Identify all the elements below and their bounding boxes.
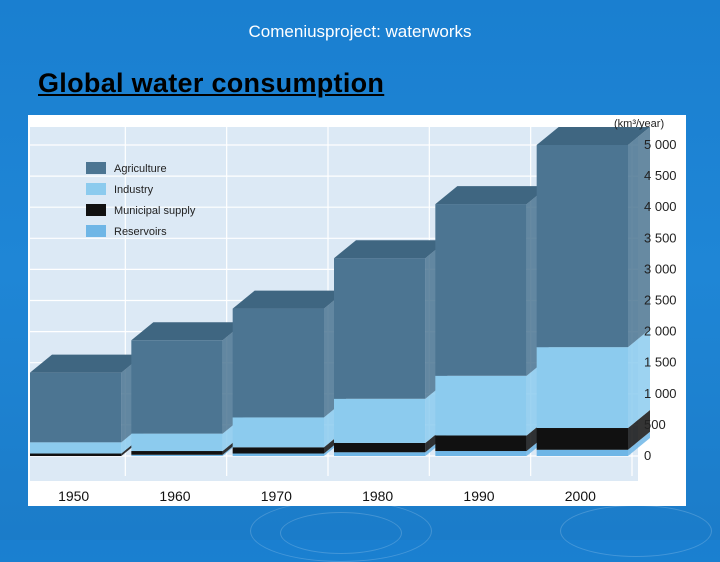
bar-agriculture-1990 [435, 204, 527, 376]
x-tick-label: 2000 [565, 488, 596, 504]
legend-label: Municipal supply [114, 205, 196, 217]
bar-industry-1960 [131, 433, 223, 452]
bar-municipal-supply-1990 [435, 435, 527, 452]
bar-side-municipal-supply-2000 [628, 410, 650, 450]
bar-industry-1980 [334, 398, 426, 443]
bar-industry-2000 [536, 347, 628, 429]
bar-top-1970 [232, 290, 346, 309]
legend-label: Agriculture [114, 163, 167, 175]
y-tick-label: 3 500 [644, 230, 677, 245]
bar-side-agriculture-2000 [628, 127, 650, 348]
legend-label: Industry [114, 184, 154, 196]
x-tick-label: 1960 [159, 488, 190, 504]
bar-agriculture-1960 [131, 340, 223, 434]
legend-swatch [86, 225, 106, 237]
chart-panel: 0 500 1 000 1 500 2 000 2 500 3 000 3 500 4 000 4… [28, 115, 686, 506]
bar-agriculture-2000 [536, 145, 628, 348]
bar-top-1980 [334, 240, 448, 259]
y-tick-label: 500 [644, 417, 666, 432]
y-tick-label: 2 000 [644, 324, 677, 339]
bar-industry-1990 [435, 375, 527, 436]
y-tick-label: 3 000 [644, 261, 677, 276]
bar-top-1950 [30, 354, 144, 373]
bar-industry-1970 [232, 417, 324, 448]
bar-municipal-supply-2000 [536, 428, 628, 450]
ripple-decoration [280, 512, 402, 554]
bar-industry-1950 [30, 442, 122, 454]
chart-unit-label: (km³/year) [614, 118, 664, 130]
legend-swatch [86, 183, 106, 195]
y-tick-label: 2 500 [644, 293, 677, 308]
bar-side-industry-2000 [628, 329, 650, 429]
bar-side-reservoirs-2000 [628, 431, 650, 456]
bar-reservoirs-1960 [131, 454, 223, 456]
water-consumption-chart: 0 500 1 000 1 500 2 000 2 500 3 000 3 500 4 000 4… [28, 115, 686, 506]
y-tick-label: 1 500 [644, 355, 677, 370]
y-tick-label: 4 500 [644, 168, 677, 183]
legend-swatch [86, 204, 106, 216]
x-tick-label: 1970 [261, 488, 292, 504]
bar-municipal-supply-1980 [334, 442, 426, 453]
bar-top-2000 [536, 127, 650, 145]
bar-reservoirs-2000 [536, 449, 628, 456]
bar-reservoirs-1980 [334, 452, 426, 456]
bar-reservoirs-1970 [232, 453, 324, 456]
y-tick-label: 0 [644, 448, 651, 463]
bar-agriculture-1980 [334, 258, 426, 399]
y-tick-label: 4 000 [644, 199, 677, 214]
bar-reservoirs-1990 [435, 451, 527, 456]
x-tick-label: 1980 [362, 488, 393, 504]
bar-top-1960 [131, 322, 245, 341]
bar-top-1990 [435, 186, 549, 205]
bar-municipal-supply-1950 [30, 453, 122, 456]
legend-label: Reservoirs [114, 226, 167, 238]
slide-subtitle: Comeniusproject: waterworks [248, 22, 472, 41]
bar-municipal-supply-1970 [232, 447, 324, 454]
slide-title: Global water consumption [38, 68, 385, 98]
legend-swatch [86, 162, 106, 174]
y-tick-label: 5 000 [644, 137, 677, 152]
bar-agriculture-1970 [232, 308, 324, 418]
y-tick-label: 1 000 [644, 386, 677, 401]
x-tick-label: 1990 [463, 488, 494, 504]
bar-municipal-supply-1960 [131, 451, 223, 455]
x-tick-label: 1950 [58, 488, 89, 504]
bar-agriculture-1950 [30, 372, 122, 443]
ripple-decoration [560, 505, 712, 557]
